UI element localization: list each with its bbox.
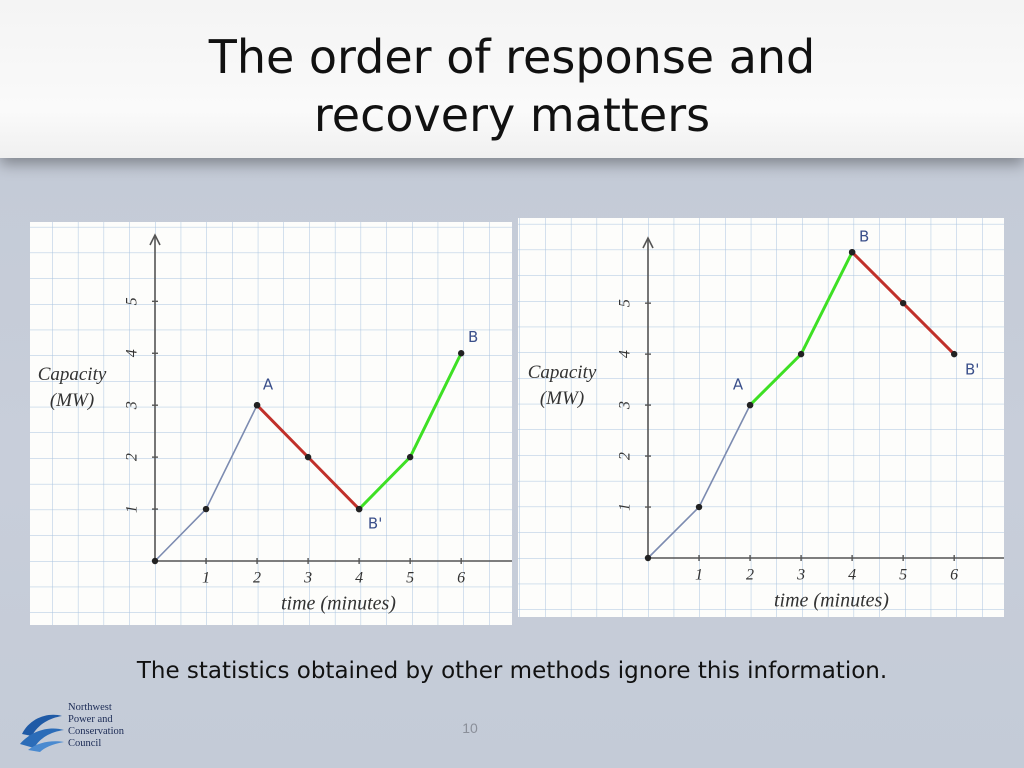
x-tick-label: 3 <box>796 567 805 584</box>
logo-text: Northwest Power and Conservation Council <box>68 702 124 750</box>
graph-paper <box>518 218 1004 617</box>
x-tick-label: 4 <box>355 570 363 587</box>
y-tick-label: 2 <box>124 453 141 461</box>
point <box>644 554 652 562</box>
x-tick-label: 5 <box>899 567 907 584</box>
logo-line: Council <box>68 738 102 749</box>
x-tick-label: 6 <box>950 567 958 584</box>
y-axis-label: Capacity (MW) <box>527 362 597 409</box>
point-label: B' <box>368 515 382 533</box>
point-label: A <box>733 376 744 394</box>
point <box>797 350 805 358</box>
point <box>253 401 261 409</box>
logo: Northwest Power and Conservation Council <box>18 700 168 760</box>
y-tick-label: 4 <box>124 349 141 357</box>
point <box>899 299 907 307</box>
y-tick-label: 2 <box>617 452 634 460</box>
title-band <box>0 0 1024 158</box>
x-tick-label: 1 <box>202 570 210 587</box>
x-tick-label: 5 <box>406 570 414 587</box>
y-tick-label: 4 <box>617 350 634 358</box>
point-label: A <box>263 376 274 394</box>
x-axis-label: time (minutes) <box>281 593 396 615</box>
point-label: B <box>859 228 869 246</box>
x-axis-label: time (minutes) <box>774 590 889 612</box>
point <box>848 248 856 256</box>
graph-paper <box>30 222 512 625</box>
y-axis-label: Capacity (MW) <box>37 364 107 411</box>
x-tick-label: 4 <box>848 567 856 584</box>
point <box>202 505 210 513</box>
y-tick-label: 1 <box>124 505 141 513</box>
x-tick-label: 6 <box>457 570 465 587</box>
x-tick-label: 2 <box>253 570 261 587</box>
logo-mark <box>20 714 64 752</box>
point <box>457 350 465 357</box>
point-label: B' <box>965 361 979 379</box>
chart: 1 2 3 4 5 6 1 2 3 4 5 time (minutes) A B' B <box>30 222 512 625</box>
y-tick-label: 1 <box>617 503 634 511</box>
y-axis-arrow <box>149 233 161 246</box>
logo-line: Conservation <box>68 726 124 737</box>
y-axis-arrow <box>642 236 654 249</box>
x-tick-label: 2 <box>746 567 754 584</box>
slide-title: The order of response and recovery matte… <box>208 30 816 142</box>
caption: The statistics obtained by other methods… <box>136 658 888 684</box>
logo-line: Power and <box>68 714 113 725</box>
point-label: B <box>468 328 478 346</box>
y-tick-label: 3 <box>124 401 141 410</box>
chart-panel: 1 2 3 4 5 6 1 2 3 4 5 time (minutes) A B' B Capacity (… <box>30 222 512 625</box>
point <box>304 453 312 461</box>
point <box>950 350 958 358</box>
y-tick-label: 5 <box>617 299 634 307</box>
page-number: 10 <box>462 720 478 736</box>
point <box>746 401 754 409</box>
point <box>355 505 363 513</box>
logo-line: Northwest <box>68 702 112 713</box>
x-tick-label: 3 <box>303 570 312 587</box>
chart-panel: 1 2 3 4 5 6 1 2 3 4 5 time (minutes) A B B' Capacity (… <box>518 218 1004 617</box>
y-tick-label: 5 <box>124 297 141 305</box>
point <box>695 503 703 511</box>
x-tick-label: 1 <box>695 567 703 584</box>
point <box>151 557 159 565</box>
y-tick-label: 3 <box>617 401 634 410</box>
chart: 1 2 3 4 5 6 1 2 3 4 5 time (minutes) A B B' <box>518 218 1004 617</box>
point <box>406 453 414 461</box>
